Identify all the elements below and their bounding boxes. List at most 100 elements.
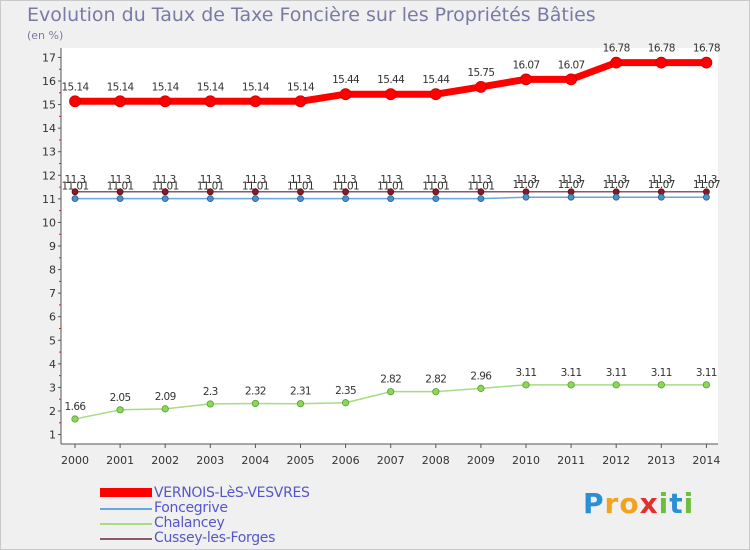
data-point xyxy=(565,73,577,86)
data-point xyxy=(429,88,442,101)
x-tick-label: 2004 xyxy=(241,454,269,467)
data-point xyxy=(206,400,214,408)
data-label: 15.44 xyxy=(332,74,360,86)
data-point xyxy=(703,193,710,201)
plot-background xyxy=(61,48,718,444)
y-tick-label: 5 xyxy=(49,334,56,347)
data-label: 2.32 xyxy=(245,385,266,397)
data-point xyxy=(71,415,79,423)
data-point xyxy=(206,195,214,203)
data-point xyxy=(522,193,530,201)
data-label: 16.78 xyxy=(648,43,675,55)
y-tick-label: 4 xyxy=(49,358,56,371)
data-label: 15.14 xyxy=(152,81,180,93)
data-label: 11.01 xyxy=(467,181,494,193)
data-label: 15.14 xyxy=(197,81,225,93)
data-point xyxy=(206,188,214,196)
data-label: 15.14 xyxy=(242,81,270,93)
legend-swatch xyxy=(100,508,152,510)
legend-label: Cussey-les-Forges xyxy=(154,530,276,546)
y-tick-label: 14 xyxy=(42,122,56,135)
logo-letter: o xyxy=(619,487,640,520)
data-point xyxy=(339,88,352,101)
x-tick-label: 2000 xyxy=(61,454,89,467)
data-label: 15.44 xyxy=(377,74,405,86)
data-label: 11.3 xyxy=(651,174,672,186)
data-label: 11.01 xyxy=(422,181,449,193)
data-label: 11.07 xyxy=(693,179,720,191)
data-label: 2.09 xyxy=(155,391,176,403)
data-label: 11.3 xyxy=(335,174,356,186)
data-label: 2.96 xyxy=(470,370,492,382)
data-label: 15.44 xyxy=(422,74,450,86)
legend-swatch xyxy=(100,523,152,525)
legend-label: Foncegrive xyxy=(154,500,228,516)
data-point xyxy=(296,400,305,408)
data-point xyxy=(657,381,665,389)
y-tick-label: 2 xyxy=(49,405,56,418)
data-point xyxy=(116,188,124,196)
x-tick-label: 2001 xyxy=(106,454,134,467)
y-tick-label: 6 xyxy=(49,311,56,324)
data-point xyxy=(387,388,395,396)
x-tick-label: 2005 xyxy=(287,454,315,467)
data-label: 11.3 xyxy=(516,174,537,186)
legend-swatch xyxy=(100,538,152,540)
data-point xyxy=(251,195,259,203)
logo-letter: i xyxy=(683,487,695,520)
data-label: 11.01 xyxy=(107,181,134,193)
legend-label: VERNOIS-LèS-VESVRES xyxy=(154,485,310,501)
legend-label: Chalancey xyxy=(154,515,225,531)
data-point xyxy=(342,188,350,196)
logo-letter: t xyxy=(669,487,684,520)
data-label: 11.3 xyxy=(290,174,311,186)
data-label: 11.01 xyxy=(287,181,314,193)
data-point xyxy=(432,195,440,203)
data-label: 11.07 xyxy=(603,179,630,191)
data-label: 3.11 xyxy=(696,367,717,379)
y-tick-label: 8 xyxy=(49,264,56,277)
data-label: 2.35 xyxy=(335,385,356,397)
data-label: 2.05 xyxy=(110,392,131,404)
y-tick-label: 3 xyxy=(49,381,56,394)
data-point xyxy=(297,195,304,203)
data-point xyxy=(116,406,124,414)
data-point xyxy=(702,381,711,389)
x-tick-label: 2006 xyxy=(332,454,360,467)
data-label: 11.01 xyxy=(377,181,404,193)
y-tick-label: 9 xyxy=(49,240,56,253)
data-label: 11.3 xyxy=(606,174,627,186)
chart-title: Evolution du Taux de Taxe Foncière sur l… xyxy=(27,4,596,26)
data-point xyxy=(610,56,623,69)
data-point xyxy=(71,195,79,203)
data-label: 1.66 xyxy=(65,401,87,413)
data-label: 11.01 xyxy=(152,181,179,193)
data-point xyxy=(477,188,485,196)
y-tick-label: 10 xyxy=(42,216,56,229)
data-label: 11.01 xyxy=(197,181,224,193)
data-point xyxy=(342,195,350,203)
data-label: 11.3 xyxy=(561,174,582,186)
logo-letter: x xyxy=(639,487,659,520)
data-point xyxy=(477,195,485,203)
legend-item: Cussey-les-Forges xyxy=(100,530,360,546)
data-point xyxy=(387,195,395,203)
data-label: 11.01 xyxy=(242,181,269,193)
data-label: 11.07 xyxy=(512,179,539,191)
data-label: 11.3 xyxy=(245,174,266,186)
data-label: 11.01 xyxy=(332,181,359,193)
y-tick-label: 7 xyxy=(49,287,56,300)
data-label: 2.31 xyxy=(290,386,311,398)
legend: VERNOIS-LèS-VESVRES Foncegrive Chalancey Cu… xyxy=(100,485,360,546)
data-label: 11.3 xyxy=(380,174,401,186)
legend-swatch xyxy=(100,488,152,497)
y-tick-label: 17 xyxy=(42,51,56,64)
data-label: 3.11 xyxy=(651,367,672,379)
data-label: 16.78 xyxy=(603,43,630,55)
data-label: 11.01 xyxy=(61,181,88,193)
data-point xyxy=(612,193,620,201)
data-point xyxy=(116,195,124,203)
y-tick-label: 11 xyxy=(42,193,56,206)
x-tick-label: 2012 xyxy=(602,454,630,467)
